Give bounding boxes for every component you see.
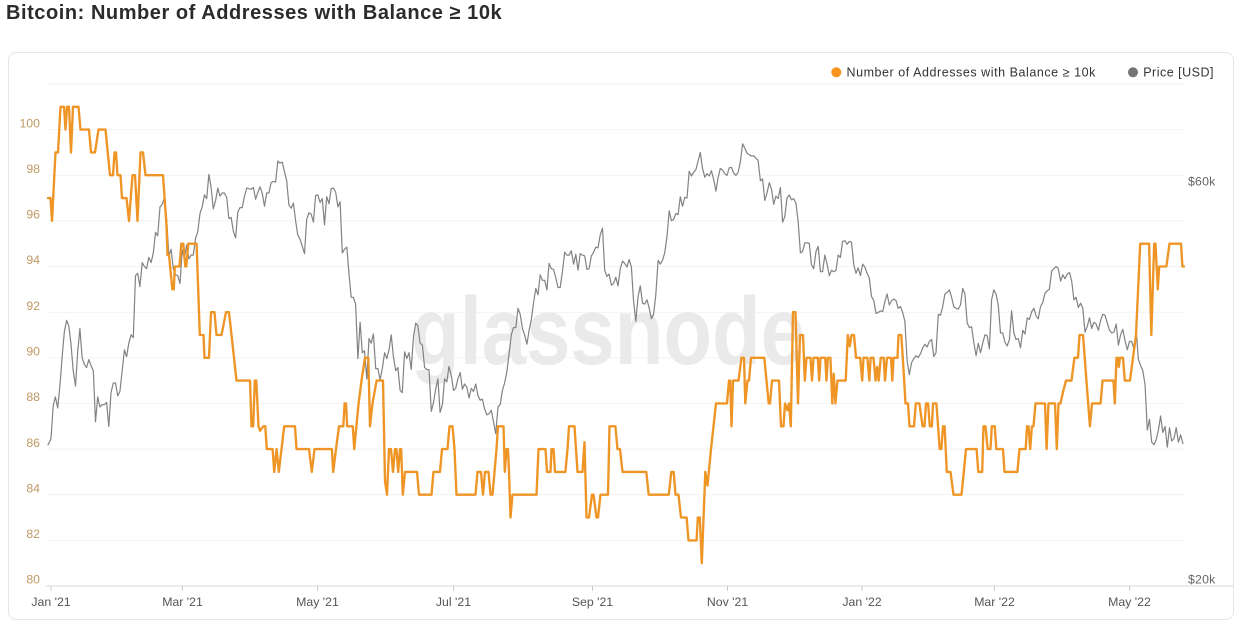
svg-text:May '21: May '21 [296, 595, 339, 609]
svg-text:94: 94 [26, 253, 40, 267]
svg-text:90: 90 [26, 345, 40, 359]
svg-text:$20k: $20k [1188, 573, 1216, 587]
svg-text:86: 86 [26, 436, 40, 450]
svg-text:Jan '22: Jan '22 [842, 595, 881, 609]
svg-text:Number of Addresses with Balan: Number of Addresses with Balance ≥ 10k [847, 66, 1097, 80]
svg-text:92: 92 [26, 299, 40, 313]
svg-text:Jan '21: Jan '21 [31, 595, 70, 609]
svg-text:98: 98 [26, 162, 40, 176]
svg-text:Sep '21: Sep '21 [572, 595, 613, 609]
svg-text:Price [USD]: Price [USD] [1143, 66, 1214, 80]
svg-text:glassnode: glassnode [411, 278, 805, 385]
svg-text:May '22: May '22 [1108, 595, 1151, 609]
svg-text:$60k: $60k [1188, 175, 1216, 189]
svg-text:Mar '21: Mar '21 [162, 595, 203, 609]
svg-text:84: 84 [26, 481, 40, 495]
svg-text:80: 80 [26, 573, 40, 587]
svg-text:Jul '21: Jul '21 [436, 595, 471, 609]
svg-text:Nov '21: Nov '21 [707, 595, 748, 609]
svg-text:96: 96 [26, 208, 40, 222]
svg-text:88: 88 [26, 390, 40, 404]
svg-text:82: 82 [26, 527, 40, 541]
svg-text:Mar '22: Mar '22 [974, 595, 1015, 609]
svg-text:100: 100 [19, 116, 40, 130]
